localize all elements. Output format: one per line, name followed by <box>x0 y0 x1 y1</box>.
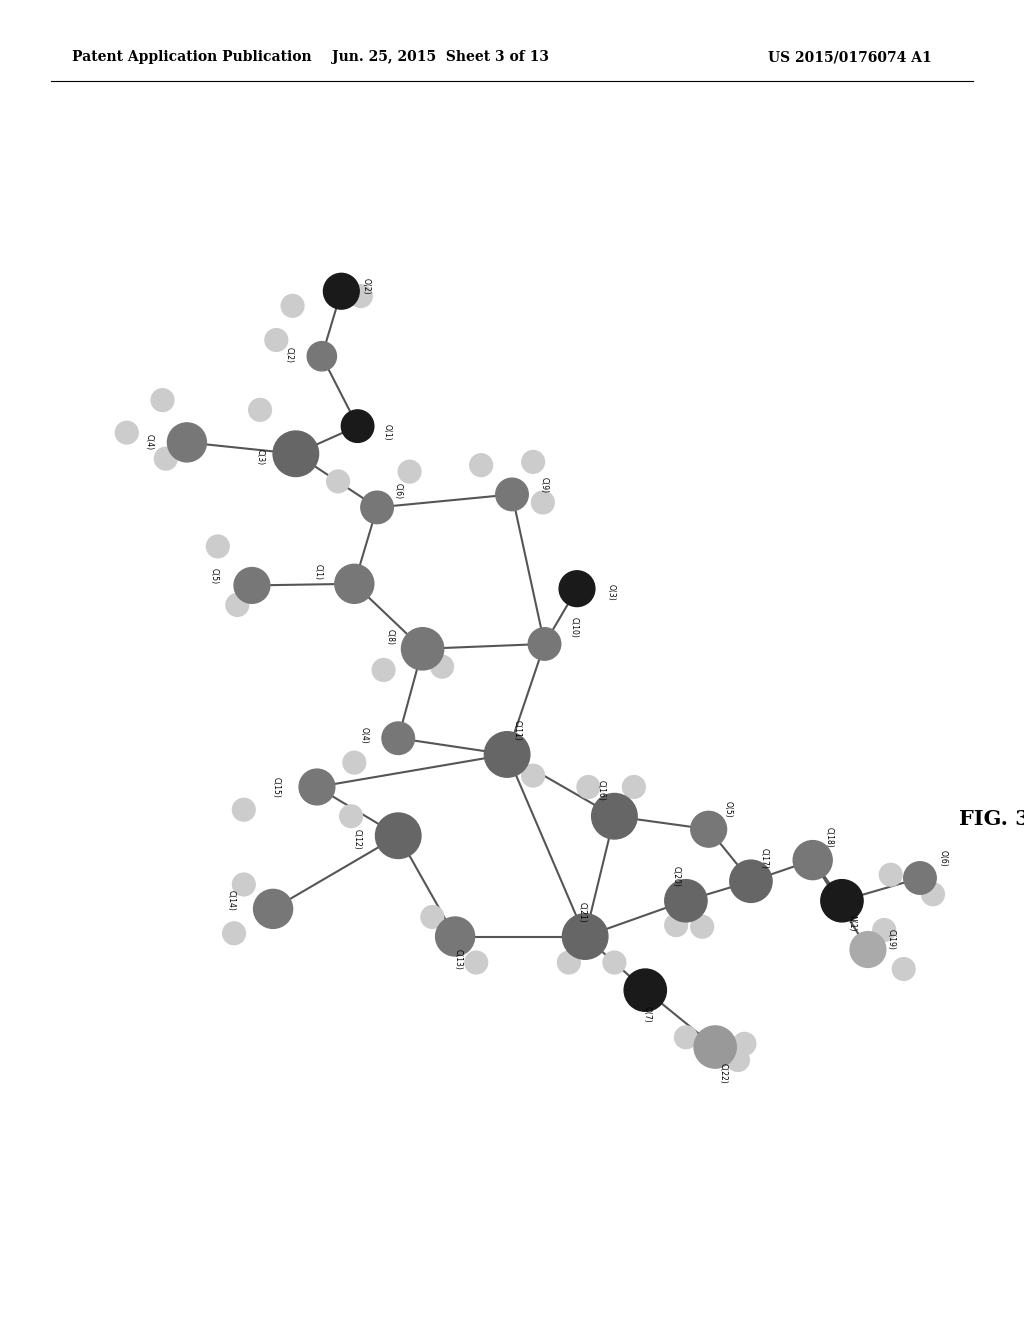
Circle shape <box>465 952 487 974</box>
Circle shape <box>892 957 915 981</box>
Circle shape <box>343 751 366 774</box>
Circle shape <box>273 432 318 477</box>
Text: C(6): C(6) <box>393 483 402 499</box>
Circle shape <box>299 770 335 805</box>
Circle shape <box>324 273 359 309</box>
Text: N(1): N(1) <box>847 915 856 932</box>
Circle shape <box>382 722 415 755</box>
Text: FIG. 3: FIG. 3 <box>959 809 1024 829</box>
Circle shape <box>577 776 600 799</box>
Circle shape <box>691 812 727 847</box>
Circle shape <box>922 883 944 906</box>
Circle shape <box>665 913 687 936</box>
Circle shape <box>340 805 362 828</box>
Circle shape <box>265 329 288 351</box>
Text: US 2015/0176074 A1: US 2015/0176074 A1 <box>768 50 932 65</box>
Circle shape <box>733 1032 756 1055</box>
Circle shape <box>282 294 304 317</box>
Text: C(13): C(13) <box>454 949 463 970</box>
Circle shape <box>155 447 177 470</box>
Circle shape <box>327 470 349 492</box>
Circle shape <box>904 862 936 894</box>
Circle shape <box>496 478 528 511</box>
Text: C(3): C(3) <box>256 449 264 465</box>
Circle shape <box>335 564 374 603</box>
Text: C(4): C(4) <box>145 434 154 450</box>
Text: C(2): C(2) <box>285 347 294 363</box>
Text: C(12): C(12) <box>353 829 362 849</box>
Circle shape <box>821 879 863 921</box>
Circle shape <box>421 906 443 928</box>
Circle shape <box>694 1026 736 1068</box>
Text: O(5): O(5) <box>724 801 733 818</box>
Text: C(17): C(17) <box>760 847 768 869</box>
Text: C(1): C(1) <box>314 565 324 581</box>
Circle shape <box>625 969 667 1011</box>
Text: O(7): O(7) <box>642 1006 651 1023</box>
Circle shape <box>152 389 174 412</box>
Text: C(22): C(22) <box>719 1063 728 1084</box>
Text: O(2): O(2) <box>361 279 371 294</box>
Circle shape <box>872 919 896 941</box>
Circle shape <box>675 1026 697 1048</box>
Circle shape <box>167 422 207 462</box>
Circle shape <box>232 873 255 896</box>
Circle shape <box>557 952 581 974</box>
Text: C(18): C(18) <box>824 828 834 847</box>
Circle shape <box>431 655 454 678</box>
Circle shape <box>234 568 269 603</box>
Circle shape <box>376 813 421 858</box>
Circle shape <box>254 890 293 928</box>
Text: C(5): C(5) <box>210 568 219 583</box>
Circle shape <box>880 863 902 886</box>
Text: C(21): C(21) <box>578 902 587 923</box>
Circle shape <box>623 776 645 799</box>
Circle shape <box>665 879 707 921</box>
Circle shape <box>307 342 337 371</box>
Circle shape <box>730 861 772 903</box>
Circle shape <box>222 921 246 945</box>
Text: C(19): C(19) <box>886 929 895 950</box>
Circle shape <box>360 491 393 524</box>
Circle shape <box>207 535 229 558</box>
Text: O(3): O(3) <box>606 583 615 601</box>
Text: O(4): O(4) <box>359 726 369 743</box>
Text: C(16): C(16) <box>597 780 606 801</box>
Circle shape <box>522 450 545 474</box>
Circle shape <box>559 570 595 607</box>
Circle shape <box>349 285 372 308</box>
Circle shape <box>226 594 249 616</box>
Circle shape <box>531 491 554 513</box>
Circle shape <box>528 628 561 660</box>
Circle shape <box>372 659 395 681</box>
Text: C(11): C(11) <box>512 719 521 741</box>
Circle shape <box>603 952 626 974</box>
Text: O(6): O(6) <box>938 850 947 867</box>
Circle shape <box>592 793 637 840</box>
Circle shape <box>562 913 608 960</box>
Text: C(14): C(14) <box>226 890 236 911</box>
Text: C(10): C(10) <box>569 618 579 638</box>
Circle shape <box>691 915 714 939</box>
Circle shape <box>470 454 493 477</box>
Text: C(9): C(9) <box>540 477 549 492</box>
Circle shape <box>232 799 255 821</box>
Circle shape <box>401 628 443 671</box>
Text: Jun. 25, 2015  Sheet 3 of 13: Jun. 25, 2015 Sheet 3 of 13 <box>332 50 549 65</box>
Circle shape <box>116 421 138 444</box>
Circle shape <box>435 917 474 956</box>
Text: C(20): C(20) <box>672 866 681 887</box>
Circle shape <box>341 411 374 442</box>
Circle shape <box>249 399 271 421</box>
Circle shape <box>794 841 833 879</box>
Circle shape <box>522 764 545 787</box>
Circle shape <box>484 731 529 777</box>
Text: O(1): O(1) <box>382 424 391 441</box>
Text: Patent Application Publication: Patent Application Publication <box>72 50 311 65</box>
Circle shape <box>727 1048 750 1072</box>
Circle shape <box>850 932 886 968</box>
Circle shape <box>398 461 421 483</box>
Text: C(8): C(8) <box>386 630 394 645</box>
Text: C(15): C(15) <box>271 776 281 797</box>
